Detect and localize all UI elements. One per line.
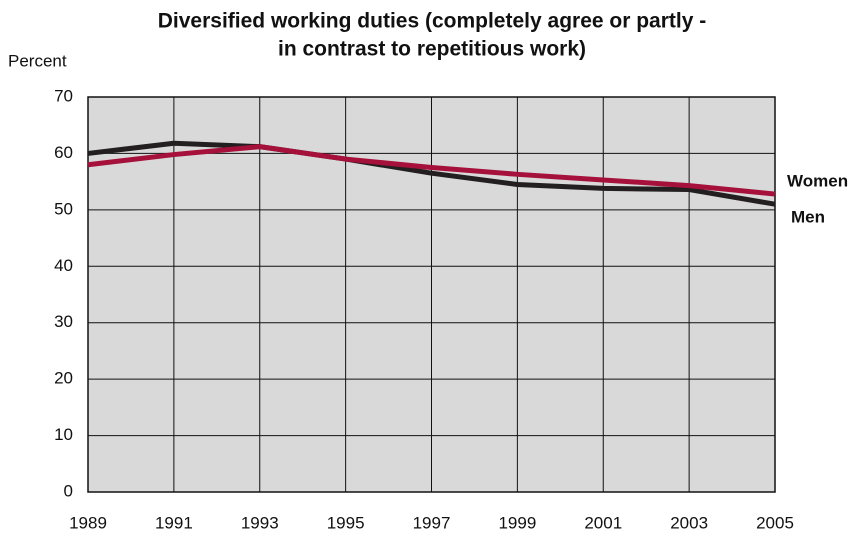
legend-label: Women (787, 172, 848, 191)
x-tick-label: 1993 (241, 513, 279, 532)
y-axis-label: Percent (8, 51, 67, 70)
chart-title: in contrast to repetitious work) (278, 38, 586, 61)
x-tick-label: 2005 (756, 513, 794, 532)
x-tick-label: 1991 (155, 513, 193, 532)
y-tick-label: 40 (54, 256, 73, 275)
x-tick-label: 1999 (498, 513, 536, 532)
x-tick-label: 1989 (69, 513, 107, 532)
y-tick-label: 0 (64, 481, 73, 500)
y-tick-label: 30 (54, 312, 73, 331)
y-tick-label: 20 (54, 369, 73, 388)
data-line (87, 140, 776, 207)
x-tick-label: 1995 (327, 513, 365, 532)
y-tick-label: 60 (54, 143, 73, 162)
y-tick-label: 70 (54, 86, 73, 105)
x-tick-label: 2003 (670, 513, 708, 532)
y-tick-label: 10 (54, 425, 73, 444)
x-tick-label: 2001 (584, 513, 622, 532)
x-tick-label: 1997 (413, 513, 451, 532)
legend-label: Men (791, 208, 825, 227)
chart-title: Diversified working duties (completely a… (158, 10, 706, 33)
data-line (87, 144, 776, 197)
y-tick-label: 50 (54, 199, 73, 218)
